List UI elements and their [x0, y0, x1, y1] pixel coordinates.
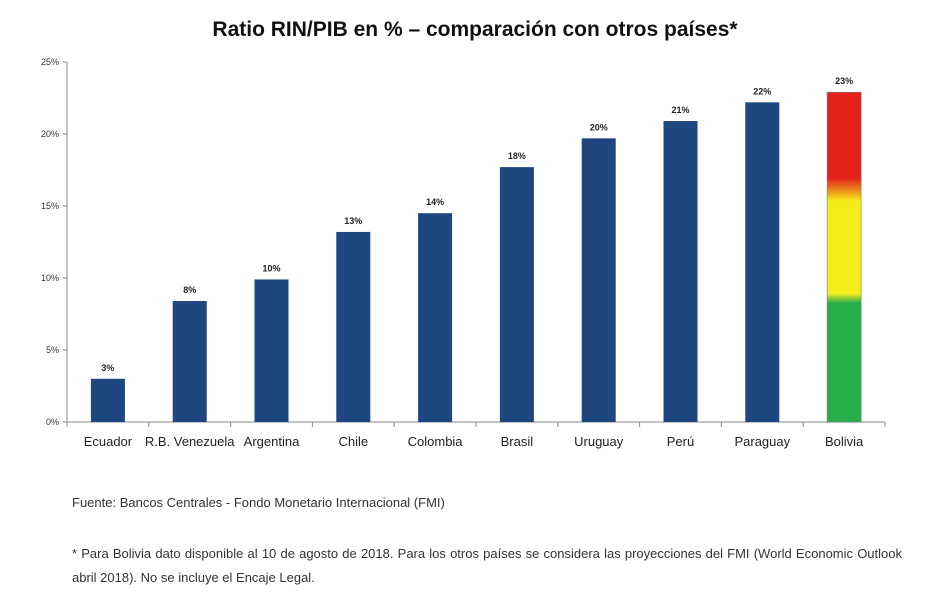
data-label: 20% — [590, 122, 608, 132]
bar-uruguay — [581, 138, 616, 422]
data-label: 21% — [671, 105, 689, 115]
bar-chart: 0% 5% 10% 15% 20% 25% 3% Ecuador 8% R.B. Venezue… — [41, 57, 886, 449]
y-tick-label: 20% — [41, 129, 59, 139]
data-label: 18% — [508, 151, 526, 161]
bar-bolivia — [826, 91, 862, 423]
data-label: 8% — [183, 285, 196, 295]
x-tick-label: Ecuador — [84, 434, 133, 449]
x-tick-label: Uruguay — [574, 434, 624, 449]
bar-colombia — [418, 213, 453, 422]
x-tick-label: Perú — [667, 434, 694, 449]
bar-ecuador — [90, 378, 125, 422]
y-tick-label: 10% — [41, 273, 59, 283]
bar-per- — [663, 121, 698, 422]
x-tick-label: Chile — [338, 434, 368, 449]
x-tick-label: Colombia — [408, 434, 464, 449]
y-tick-label: 15% — [41, 201, 59, 211]
x-tick-label: Paraguay — [734, 434, 790, 449]
x-tick-label: Brasil — [501, 434, 534, 449]
x-tick-label: Bolivia — [825, 434, 864, 449]
data-label: 22% — [753, 86, 771, 96]
bar-r-b-venezuela — [172, 301, 207, 422]
y-tick-label: 5% — [46, 345, 59, 355]
data-label: 10% — [262, 263, 280, 273]
data-label: 14% — [426, 197, 444, 207]
chart-labels: 3% Ecuador 8% R.B. Venezuela 10% Argentina 13%… — [84, 76, 864, 449]
bar-chile — [336, 231, 371, 422]
bar-argentina — [254, 279, 289, 422]
x-tick-label: R.B. Venezuela — [145, 434, 235, 449]
data-label: 3% — [101, 363, 114, 373]
bar-paraguay — [745, 102, 780, 422]
y-tick-label: 25% — [41, 57, 59, 67]
footnote: * Para Bolivia dato disponible al 10 de … — [72, 546, 902, 585]
source-note: Fuente: Bancos Centrales - Fondo Monetar… — [72, 495, 445, 510]
data-label: 13% — [344, 216, 362, 226]
bar-brasil — [499, 167, 534, 422]
data-label: 23% — [835, 76, 853, 86]
chart-bars — [90, 91, 862, 423]
chart-title: Ratio RIN/PIB en % – comparación con otr… — [212, 18, 738, 41]
x-tick-label: Argentina — [244, 434, 300, 449]
y-tick-label: 0% — [46, 417, 59, 427]
